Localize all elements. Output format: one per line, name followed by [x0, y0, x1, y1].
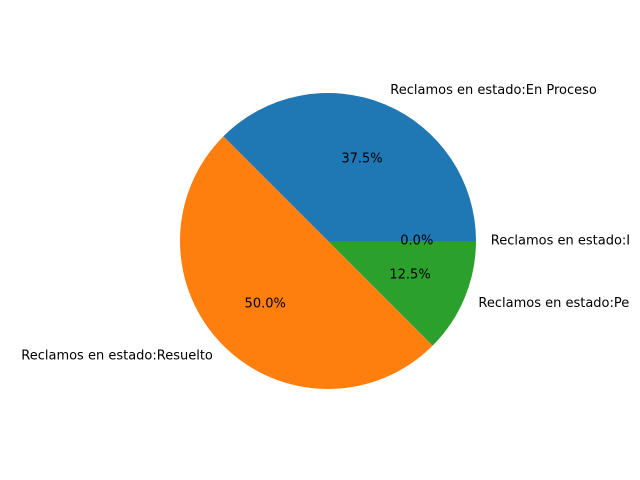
slice-percent-3: 0.0% [400, 234, 433, 249]
slice-label-2: Reclamos en estado:Pe [478, 296, 629, 311]
pie-labels: Reclamos en estado:En Proceso 37.5% Reclam… [21, 83, 630, 364]
pie-slices [179, 92, 476, 389]
slice-percent-2: 12.5% [389, 267, 430, 282]
slice-percent-0: 37.5% [341, 151, 382, 166]
slice-label-0: Reclamos en estado:En Proceso [390, 83, 597, 98]
slice-percent-1: 50.0% [245, 296, 286, 311]
pie-slice-1 [179, 136, 433, 389]
pie-slice-2 [328, 241, 476, 346]
slice-label-1: Reclamos en estado:Resuelto [21, 349, 213, 364]
slice-label-3: Reclamos en estado:I [491, 234, 630, 249]
pie-slice-0 [223, 92, 476, 242]
